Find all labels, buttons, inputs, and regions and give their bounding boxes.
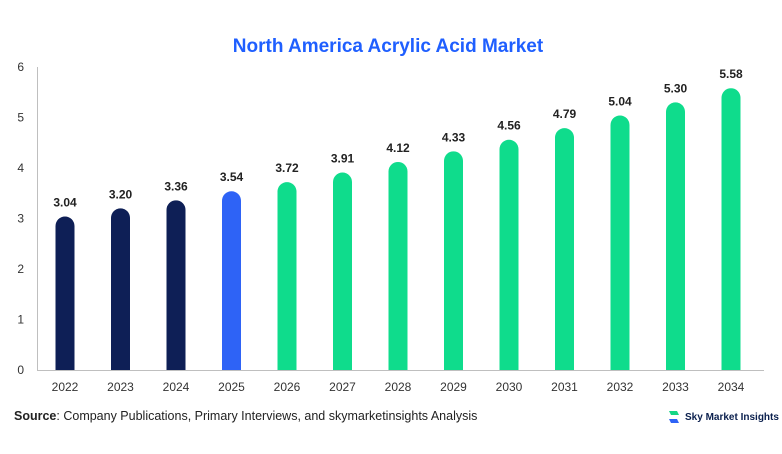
bar-2026	[277, 182, 297, 370]
source-text: : Company Publications, Primary Intervie…	[56, 409, 478, 423]
bar-2030	[499, 139, 519, 370]
y-tick-label: 1	[17, 313, 24, 327]
data-label-2029: 4.33	[442, 130, 466, 144]
data-label-2032: 5.04	[608, 94, 632, 108]
data-label-2023: 3.20	[109, 187, 133, 201]
bar-2023	[111, 208, 130, 370]
brand-name: Sky Market Insights	[685, 411, 779, 423]
bar-2028	[388, 161, 408, 370]
y-tick-label: 4	[17, 161, 24, 175]
bar-2022	[55, 216, 75, 370]
x-tick-label-2034: 2034	[718, 380, 745, 394]
data-label-2028: 4.12	[386, 141, 410, 155]
data-label-2027: 3.91	[331, 152, 355, 166]
bar-2025	[222, 191, 241, 370]
bar-2031	[555, 128, 574, 370]
data-label-2034: 5.58	[719, 67, 743, 81]
y-tick-label: 5	[17, 111, 24, 125]
bar-2027	[333, 172, 352, 370]
x-tick-label-2023: 2023	[107, 380, 134, 394]
data-label-2030: 4.56	[497, 119, 521, 133]
x-tick-label-2028: 2028	[385, 380, 412, 394]
x-tick-label-2026: 2026	[274, 380, 301, 394]
data-label-2022: 3.04	[53, 195, 77, 209]
bar-2033	[666, 102, 685, 370]
bar-2034	[721, 88, 741, 371]
data-label-2031: 4.79	[553, 107, 577, 121]
brand-logo: Sky Market Insights	[668, 410, 779, 424]
data-label-2024: 3.36	[164, 179, 188, 193]
x-tick-label-2033: 2033	[662, 380, 689, 394]
data-label-2033: 5.30	[664, 81, 688, 95]
y-tick-label: 0	[17, 363, 24, 377]
x-tick-label-2029: 2029	[440, 380, 467, 394]
x-tick-label-2024: 2024	[163, 380, 190, 394]
x-axis: 2022 2023 2024 2025 2026 2027 2028 2029 2030 2031…	[52, 380, 745, 394]
sky-market-insights-logo-icon	[669, 411, 679, 423]
y-tick-label: 3	[17, 212, 24, 226]
x-tick-label-2032: 2032	[607, 380, 634, 394]
x-tick-label-2031: 2031	[551, 380, 578, 394]
bars: 3.04 3.20 3.36 3.54 3.72 3.91 4.12 4.33 4.56 4.79…	[53, 67, 743, 371]
x-tick-label-2025: 2025	[218, 380, 245, 394]
x-tick-label-2022: 2022	[52, 380, 79, 394]
chart-title: North America Acrylic Acid Market	[233, 36, 544, 57]
x-tick-label-2030: 2030	[496, 380, 523, 394]
source-note: Source: Company Publications, Primary In…	[14, 409, 477, 423]
y-axis: 0 1 2 3 4 5 6	[17, 60, 24, 377]
bar-2029	[444, 151, 463, 370]
source-label: Source	[14, 409, 57, 423]
y-tick-label: 2	[17, 262, 24, 276]
bar-2032	[610, 115, 630, 370]
y-tick-label: 6	[17, 60, 24, 74]
bar-2024	[166, 200, 186, 370]
data-label-2025: 3.54	[220, 170, 244, 184]
x-tick-label-2027: 2027	[329, 380, 356, 394]
data-label-2026: 3.72	[275, 161, 299, 175]
